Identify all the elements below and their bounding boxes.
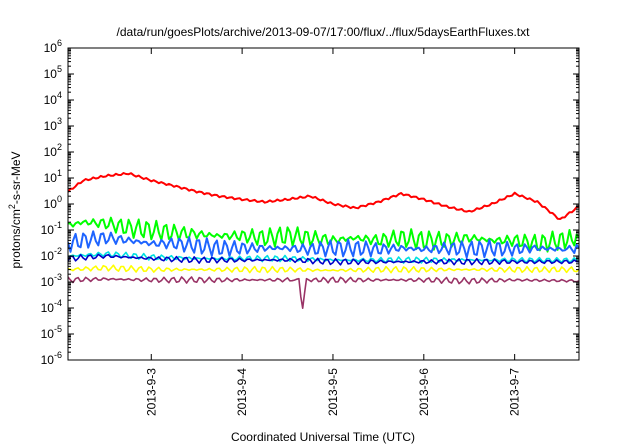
y-axis-ticks: 10-610-510-410-310-210-11001011021031041…: [41, 38, 579, 367]
y-tick-base: 10: [44, 145, 58, 159]
y-axis-label-superscript: 2: [7, 204, 17, 209]
y-tick-base: 10: [44, 197, 58, 211]
series-line-2: [68, 216, 579, 253]
plot-area: [68, 172, 579, 310]
y-tick-exponent: 5: [57, 64, 62, 74]
y-tick-label: 106: [44, 38, 62, 55]
y-tick-base: 10: [41, 275, 55, 289]
y-tick-exponent: -6: [54, 350, 62, 360]
y-tick-label: 104: [44, 90, 62, 107]
y-tick-label: 102: [44, 142, 62, 159]
x-tick-label: 2013-9-7: [508, 368, 522, 416]
y-tick-label: 10-6: [41, 350, 62, 367]
y-tick-exponent: 0: [57, 194, 62, 204]
y-tick-base: 10: [44, 41, 58, 55]
y-tick-exponent: 6: [57, 38, 62, 48]
x-axis-label: Coordinated Universal Time (UTC): [231, 430, 415, 444]
series-line-5: [68, 253, 579, 266]
y-tick-label: 101: [44, 168, 62, 185]
y-tick-label: 105: [44, 64, 62, 81]
y-tick-base: 10: [41, 353, 55, 367]
y-axis-label: protons/cm2-s-sr-MeV: [7, 151, 23, 268]
y-tick-exponent: -4: [54, 298, 62, 308]
y-tick-label: 103: [44, 116, 62, 133]
y-tick-base: 10: [41, 249, 55, 263]
x-tick-label: 2013-9-6: [417, 368, 431, 416]
y-tick-base: 10: [44, 93, 58, 107]
y-tick-label: 10-4: [41, 298, 62, 315]
y-tick-label: 100: [44, 194, 62, 211]
y-tick-label: 10-2: [41, 246, 62, 263]
y-tick-base: 10: [44, 119, 58, 133]
y-tick-base: 10: [41, 301, 55, 315]
y-tick-exponent: -1: [54, 220, 62, 230]
y-tick-base: 10: [41, 327, 55, 341]
y-tick-label: 10-1: [41, 220, 62, 237]
y-tick-label: 10-3: [41, 272, 62, 289]
series-line-3: [68, 230, 579, 259]
y-axis-label-part: -s-sr-MeV: [9, 151, 23, 204]
y-tick-base: 10: [44, 171, 58, 185]
y-tick-base: 10: [41, 223, 55, 237]
y-axis-label-part: protons/cm: [9, 209, 23, 268]
x-tick-label: 2013-9-3: [144, 368, 158, 416]
y-tick-exponent: 2: [57, 142, 62, 152]
y-tick-exponent: -3: [54, 272, 62, 282]
series-line-1: [68, 172, 579, 220]
y-tick-exponent: -5: [54, 324, 62, 334]
chart-title: /data/run/goesPlots/archive/2013-09-07/1…: [117, 25, 531, 39]
x-axis-ticks: 2013-9-3 2013-9-4 2013-9-5 2013-9-6 2013-9-7: [144, 48, 522, 416]
y-tick-exponent: -2: [54, 246, 62, 256]
x-tick-label: 2013-9-5: [326, 368, 340, 416]
y-tick-exponent: 1: [57, 168, 62, 178]
series-line-6: [68, 264, 579, 274]
y-tick-base: 10: [44, 67, 58, 81]
series-line-7: [68, 276, 579, 310]
y-tick-exponent: 4: [57, 90, 62, 100]
y-tick-exponent: 3: [57, 116, 62, 126]
y-tick-label: 10-5: [41, 324, 62, 341]
plot-frame: [67, 47, 580, 361]
x-tick-label: 2013-9-4: [235, 368, 249, 416]
